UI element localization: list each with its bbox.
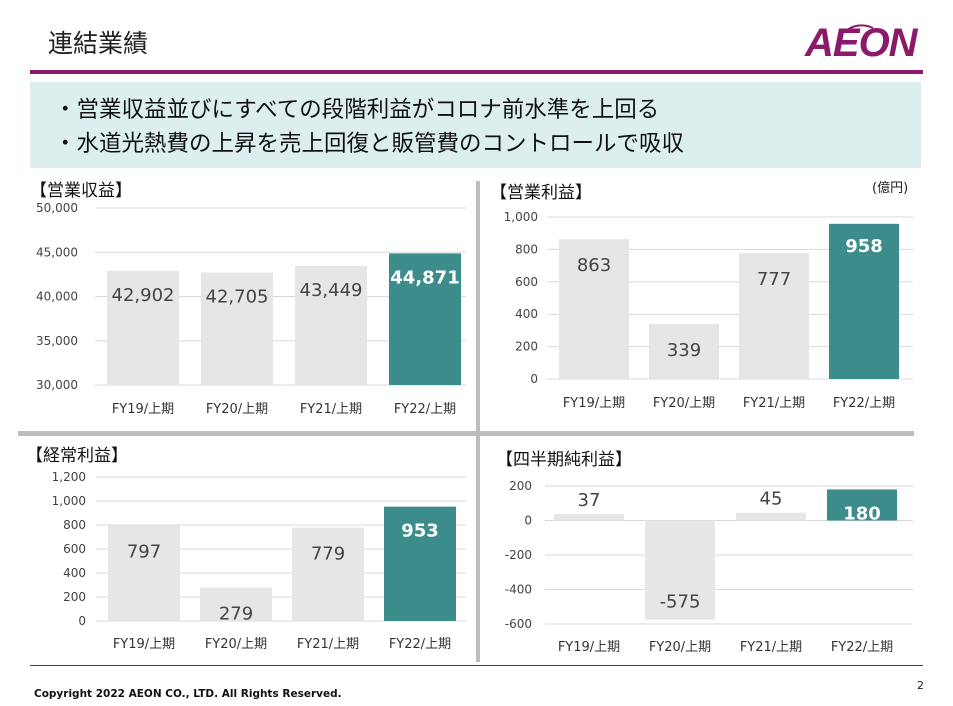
bar-FY19/上期 xyxy=(559,239,629,379)
data-label: 958 xyxy=(845,236,883,257)
y-tick-label: 1,000 xyxy=(52,494,86,508)
chart-title-ordinary-income: 【経常利益】 xyxy=(26,446,128,466)
data-label: 797 xyxy=(127,541,161,562)
unit-note: (億円) xyxy=(872,181,909,196)
y-tick-label: 600 xyxy=(515,275,538,289)
bar-FY19/上期 xyxy=(554,514,624,521)
category-label: FY22/上期 xyxy=(833,396,895,411)
panel-divider-vertical xyxy=(476,181,480,662)
y-tick-label: 400 xyxy=(515,307,538,321)
title-rule xyxy=(30,70,923,74)
y-tick-label: 50,000 xyxy=(36,201,78,215)
y-tick-label: 400 xyxy=(63,566,86,580)
category-label: FY19/上期 xyxy=(563,396,625,411)
bar-FY19/上期 xyxy=(108,525,180,621)
y-tick-label: 800 xyxy=(515,242,538,256)
category-label: FY20/上期 xyxy=(653,396,715,411)
data-label: 44,871 xyxy=(390,267,459,288)
data-label: 777 xyxy=(757,269,791,290)
category-label: FY22/上期 xyxy=(394,402,456,417)
category-label: FY20/上期 xyxy=(649,640,711,655)
y-tick-label: 0 xyxy=(524,514,532,528)
data-label: 45 xyxy=(760,489,783,510)
y-tick-label: 1,200 xyxy=(52,470,86,484)
summary-line-1: ・営業収益並びにすべての段階利益がコロナ前水準を上回る xyxy=(54,97,660,123)
y-tick-label: -400 xyxy=(505,583,532,597)
chart-title-net-income: 【四半期純利益】 xyxy=(496,450,632,470)
data-label: 779 xyxy=(311,544,345,565)
summary-box: ・営業収益並びにすべての段階利益がコロナ前水準を上回る ・水道光熱費の上昇を売上… xyxy=(30,82,921,168)
bar-FY20/上期 xyxy=(645,520,715,620)
category-label: FY22/上期 xyxy=(831,640,893,655)
data-label: 863 xyxy=(577,255,611,276)
bar-FY20/上期 xyxy=(201,272,273,385)
bar-FY22/上期 xyxy=(829,223,899,379)
data-label: 43,449 xyxy=(300,280,363,301)
chart-title-operating-income: 【営業利益】 xyxy=(490,183,592,203)
category-label: FY20/上期 xyxy=(206,402,268,417)
y-tick-label: 600 xyxy=(63,542,86,556)
y-tick-label: 35,000 xyxy=(36,334,78,348)
bar-FY21/上期 xyxy=(292,527,364,621)
data-label: 953 xyxy=(401,521,439,542)
panel-divider-horizontal xyxy=(18,431,914,436)
y-tick-label: 200 xyxy=(63,590,86,604)
data-label: 279 xyxy=(219,604,253,625)
y-tick-label: 200 xyxy=(515,340,538,354)
data-label: 180 xyxy=(843,503,881,524)
y-tick-label: 1,000 xyxy=(504,210,538,224)
y-tick-label: 0 xyxy=(530,372,538,386)
category-label: FY22/上期 xyxy=(389,637,451,652)
bar-FY22/上期 xyxy=(384,506,456,621)
category-label: FY19/上期 xyxy=(113,637,175,652)
y-tick-label: -200 xyxy=(505,548,532,562)
footer-rule xyxy=(30,665,923,666)
y-tick-label: 30,000 xyxy=(36,378,78,392)
data-label: 37 xyxy=(578,490,601,511)
bar-FY22/上期 xyxy=(827,489,897,521)
bar-FY22/上期 xyxy=(389,253,461,385)
bar-FY21/上期 xyxy=(739,253,809,379)
category-label: FY21/上期 xyxy=(300,402,362,417)
bar-FY19/上期 xyxy=(107,270,179,385)
chart-title-operating-revenue: 【営業収益】 xyxy=(30,181,132,201)
y-tick-label: 800 xyxy=(63,518,86,532)
data-label: 42,705 xyxy=(206,287,269,308)
y-tick-label: 0 xyxy=(78,614,86,628)
category-label: FY19/上期 xyxy=(558,640,620,655)
bar-FY20/上期 xyxy=(200,587,272,621)
aeon-logo: AEON xyxy=(804,21,920,62)
y-tick-label: 40,000 xyxy=(36,290,78,304)
data-label: -575 xyxy=(660,592,701,613)
category-label: FY19/上期 xyxy=(112,402,174,417)
bar-FY20/上期 xyxy=(649,324,719,379)
category-label: FY20/上期 xyxy=(205,637,267,652)
category-label: FY21/上期 xyxy=(740,640,802,655)
data-label: 42,902 xyxy=(112,285,175,306)
page-number: 2 xyxy=(917,679,924,692)
bar-FY21/上期 xyxy=(295,265,367,385)
y-tick-label: 200 xyxy=(509,479,532,493)
page-title: 連結業績 xyxy=(48,29,149,58)
summary-line-2: ・水道光熱費の上昇を売上回復と販管費のコントロールで吸収 xyxy=(54,131,685,157)
category-label: FY21/上期 xyxy=(743,396,805,411)
svg-text:AEON: AEON xyxy=(804,21,919,62)
copyright: Copyright 2022 AEON CO., LTD. All Rights… xyxy=(34,688,342,700)
bar-FY21/上期 xyxy=(736,512,806,521)
data-label: 339 xyxy=(667,340,701,361)
category-label: FY21/上期 xyxy=(297,637,359,652)
y-tick-label: 45,000 xyxy=(36,245,78,259)
y-tick-label: -600 xyxy=(505,617,532,631)
